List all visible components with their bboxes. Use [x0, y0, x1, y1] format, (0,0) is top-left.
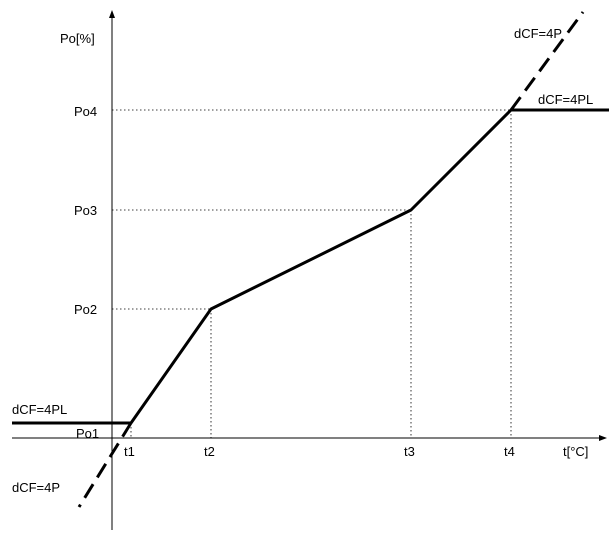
x-tick-t2: t2 [204, 444, 215, 459]
x-axis-arrow [599, 435, 607, 441]
axes [12, 10, 607, 530]
y-tick-po3: Po3 [74, 203, 97, 218]
dashed-line-bottom [77, 422, 133, 508]
x-tick-t1: t1 [124, 444, 135, 459]
y-tick-po4: Po4 [74, 104, 97, 119]
annotation-top-dashed: dCF=4P [514, 26, 562, 41]
x-tick-t3: t3 [404, 444, 415, 459]
x-tick-t4: t4 [504, 444, 515, 459]
dashed-line-top [509, 11, 585, 111]
characteristic-curve [129, 108, 609, 424]
x-axis-label: t[°C] [563, 444, 588, 459]
y-tick-po1: Po1 [76, 426, 99, 441]
annotation-top-solid: dCF=4PL [538, 92, 593, 107]
y-tick-po2: Po2 [74, 302, 97, 317]
dashed-lines [77, 11, 585, 508]
solid-lines [12, 108, 609, 425]
annotation-bottom-dashed: dCF=4P [12, 480, 60, 495]
annotation-bottom-solid: dCF=4PL [12, 402, 67, 417]
y-axis-label: Po[%] [60, 31, 95, 46]
guide-lines [112, 109, 512, 438]
y-axis-arrow [109, 10, 115, 18]
